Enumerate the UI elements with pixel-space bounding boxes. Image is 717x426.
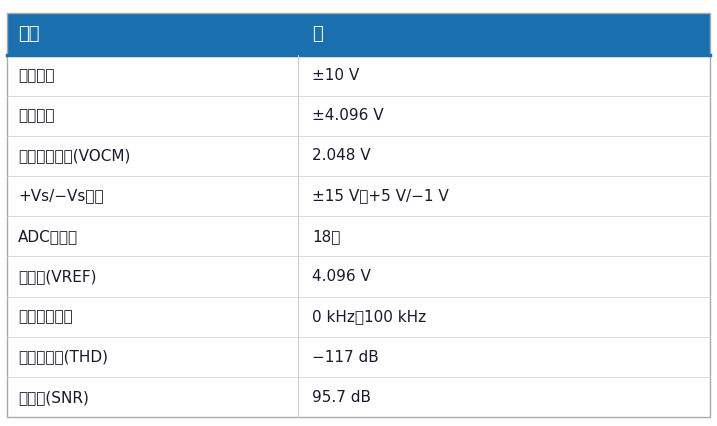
Bar: [7, 216, 710, 256]
Text: 18位: 18位: [312, 229, 341, 244]
Text: 95.7 dB: 95.7 dB: [312, 390, 371, 405]
Text: ±4.096 V: ±4.096 V: [312, 108, 384, 123]
Text: ±15 V、+5 V/−1 V: ±15 V、+5 V/−1 V: [312, 189, 449, 204]
Bar: [7, 136, 710, 176]
Bar: [7, 297, 710, 337]
Text: 4.096 V: 4.096 V: [312, 269, 371, 284]
Text: 2.048 V: 2.048 V: [312, 148, 371, 164]
Bar: [7, 256, 710, 297]
Text: 值: 值: [312, 25, 323, 43]
Bar: [7, 337, 710, 377]
Bar: [7, 13, 710, 55]
Text: 参数: 参数: [18, 25, 39, 43]
Text: ±10 V: ±10 V: [312, 68, 359, 83]
Text: 准电压(VREF): 准电压(VREF): [18, 269, 96, 284]
Bar: [7, 95, 710, 136]
Text: 0 kHz至100 kHz: 0 kHz至100 kHz: [312, 309, 426, 324]
Bar: [7, 55, 710, 95]
Text: −117 dB: −117 dB: [312, 350, 379, 365]
Text: 总谐波失真(THD): 总谐波失真(THD): [18, 350, 108, 365]
Text: 输出差分: 输出差分: [18, 108, 54, 123]
Text: 信噪比(SNR): 信噪比(SNR): [18, 390, 89, 405]
Text: 输入差分: 输入差分: [18, 68, 54, 83]
Text: 输出共模电压(VOCM): 输出共模电压(VOCM): [18, 148, 130, 164]
Bar: [7, 377, 710, 417]
Text: ADC全差分: ADC全差分: [18, 229, 78, 244]
Text: 输入频率范围: 输入频率范围: [18, 309, 72, 324]
Text: +Vs/−Vs电源: +Vs/−Vs电源: [18, 189, 103, 204]
Bar: [7, 176, 710, 216]
